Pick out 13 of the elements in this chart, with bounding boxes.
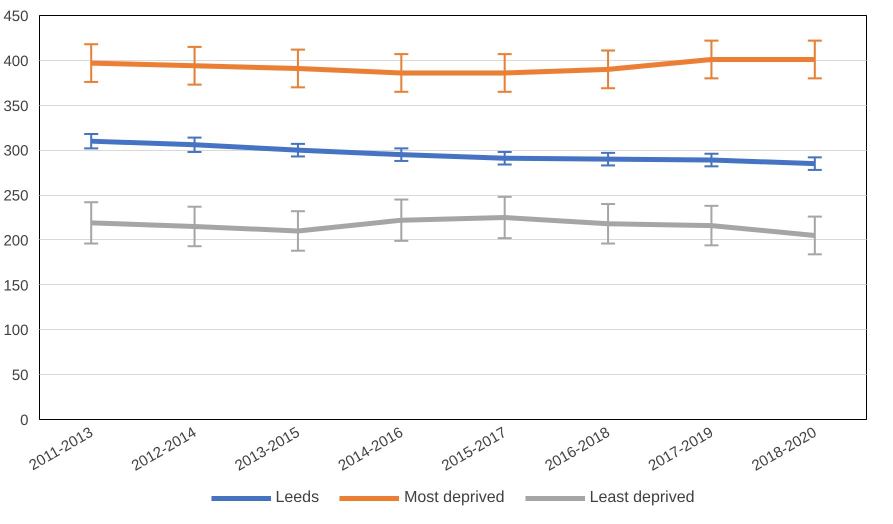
legend-label: Leeds xyxy=(275,489,320,507)
y-tick-label: 250 xyxy=(3,188,29,205)
y-tick-label: 200 xyxy=(3,232,29,250)
y-tick-label: 400 xyxy=(3,52,29,70)
y-tick-label: 150 xyxy=(3,277,29,294)
y-tick-label: 300 xyxy=(3,142,29,160)
y-tick-label: 0 xyxy=(20,412,28,429)
y-tick-label: 100 xyxy=(3,322,29,340)
y-tick-label: 450 xyxy=(3,8,29,25)
legend-label: Least deprived xyxy=(590,489,695,507)
legend-label: Most deprived xyxy=(404,489,505,507)
y-tick-label: 350 xyxy=(3,98,29,115)
y-tick-label: 50 xyxy=(12,367,29,384)
